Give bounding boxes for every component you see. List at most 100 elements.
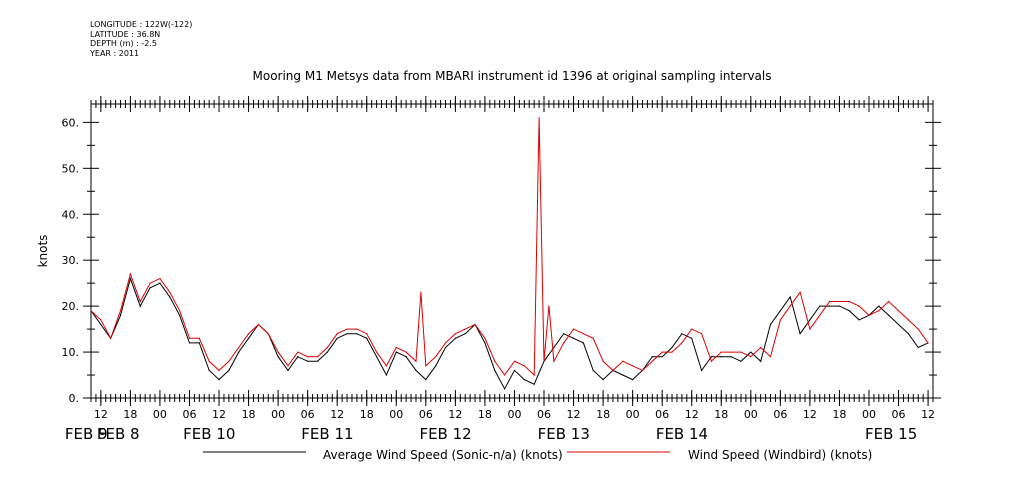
data-point	[420, 291, 422, 293]
series-windbird-wind-speed	[90, 117, 929, 377]
x-tick-label: 18	[832, 408, 846, 421]
data-point	[760, 360, 762, 362]
data-point	[484, 342, 486, 344]
data-point	[907, 319, 909, 321]
data-point	[691, 337, 693, 339]
data-point	[395, 351, 397, 353]
data-point	[917, 346, 919, 349]
x-tick-label: 06	[773, 408, 787, 421]
data-point	[592, 337, 594, 339]
data-point	[474, 323, 476, 326]
data-point	[710, 360, 713, 362]
data-point	[307, 360, 309, 362]
y-tick-label: 30.	[62, 254, 80, 267]
year-label: YEAR : 2011	[90, 48, 140, 58]
legend-label-average: Average Wind Speed (Sonic-n/a) (knots)	[323, 448, 563, 462]
data-point	[346, 328, 348, 330]
data-point	[740, 360, 742, 362]
data-point	[878, 305, 880, 307]
data-point	[247, 337, 250, 339]
x-day-label: FEB 13	[538, 425, 590, 443]
data-point	[720, 356, 722, 358]
data-point	[179, 310, 181, 312]
data-point	[819, 314, 821, 316]
data-point	[927, 342, 929, 344]
data-point	[563, 342, 565, 344]
data-point	[336, 333, 338, 335]
data-point	[90, 310, 92, 312]
data-point	[425, 365, 427, 367]
axes: 0. 10. 20. 30. 40. 50. 60. 12 18 00 06 12 18 00 06 12 18…	[62, 96, 941, 443]
x-tick-label: 12	[448, 408, 462, 421]
data-point	[681, 342, 683, 344]
metadata-block: LONGITUDE : 122W(-122) LATITUDE : 36.8N …	[90, 20, 192, 58]
x-tick-label: 18	[596, 408, 610, 421]
y-tick-label: 0.	[69, 392, 80, 405]
data-point	[858, 305, 860, 307]
series-average-wind-speed	[90, 276, 929, 390]
x-day-label: FEB 11	[301, 425, 353, 443]
data-point	[622, 360, 624, 362]
x-day-label: FEB 12	[419, 425, 471, 443]
data-point	[582, 342, 584, 344]
data-point	[169, 291, 171, 293]
data-point	[888, 300, 890, 303]
data-point	[700, 369, 703, 372]
data-point	[218, 369, 220, 372]
data-point	[897, 310, 900, 312]
y-tick-label: 40.	[62, 208, 80, 221]
y-tick-label: 60.	[62, 116, 80, 129]
data-point	[454, 333, 456, 335]
data-point	[188, 342, 191, 344]
data-point	[129, 277, 131, 280]
data-point	[287, 369, 289, 372]
data-point	[661, 356, 663, 358]
data-point	[454, 337, 456, 339]
data-point	[523, 379, 525, 381]
x-tick-label: 12	[921, 408, 935, 421]
data-point	[336, 337, 338, 339]
x-day-label: FEB 9	[65, 425, 108, 443]
data-point	[750, 356, 752, 358]
x-tick-label: 00	[626, 408, 640, 421]
x-tick-label: 00	[862, 408, 876, 421]
x-day-label: FEB 8	[97, 425, 140, 443]
data-point	[582, 333, 584, 335]
data-point	[159, 282, 161, 284]
x-day-label: FEB 15	[865, 425, 917, 443]
y-axis-label: knots	[36, 235, 50, 268]
plot-frame	[90, 103, 934, 399]
data-point	[208, 360, 210, 362]
data-point	[110, 337, 112, 339]
data-point	[671, 351, 673, 353]
data-point	[159, 277, 161, 280]
data-point	[769, 323, 772, 326]
x-tick-label: 06	[655, 408, 669, 421]
y-tick-label: 50.	[62, 162, 80, 175]
data-point	[681, 333, 683, 335]
data-point	[809, 328, 811, 330]
data-point	[878, 310, 880, 312]
data-point	[504, 388, 506, 390]
data-point	[307, 356, 309, 358]
data-point	[228, 369, 230, 372]
data-point	[553, 360, 555, 362]
data-point	[691, 328, 693, 330]
data-point	[888, 314, 890, 316]
data-point	[366, 333, 368, 335]
data-point	[346, 333, 348, 335]
data-point	[740, 351, 742, 353]
data-point	[100, 323, 102, 326]
data-point	[119, 314, 122, 316]
data-point	[868, 314, 870, 316]
data-point	[513, 360, 516, 362]
data-point	[444, 346, 447, 349]
data-point	[779, 310, 781, 312]
data-point	[356, 333, 358, 335]
data-point	[435, 365, 437, 367]
data-point	[238, 351, 240, 353]
series-line	[90, 117, 929, 377]
x-tick-label: 06	[419, 408, 433, 421]
x-tick-label: 00	[271, 408, 285, 421]
data-point	[543, 360, 545, 362]
